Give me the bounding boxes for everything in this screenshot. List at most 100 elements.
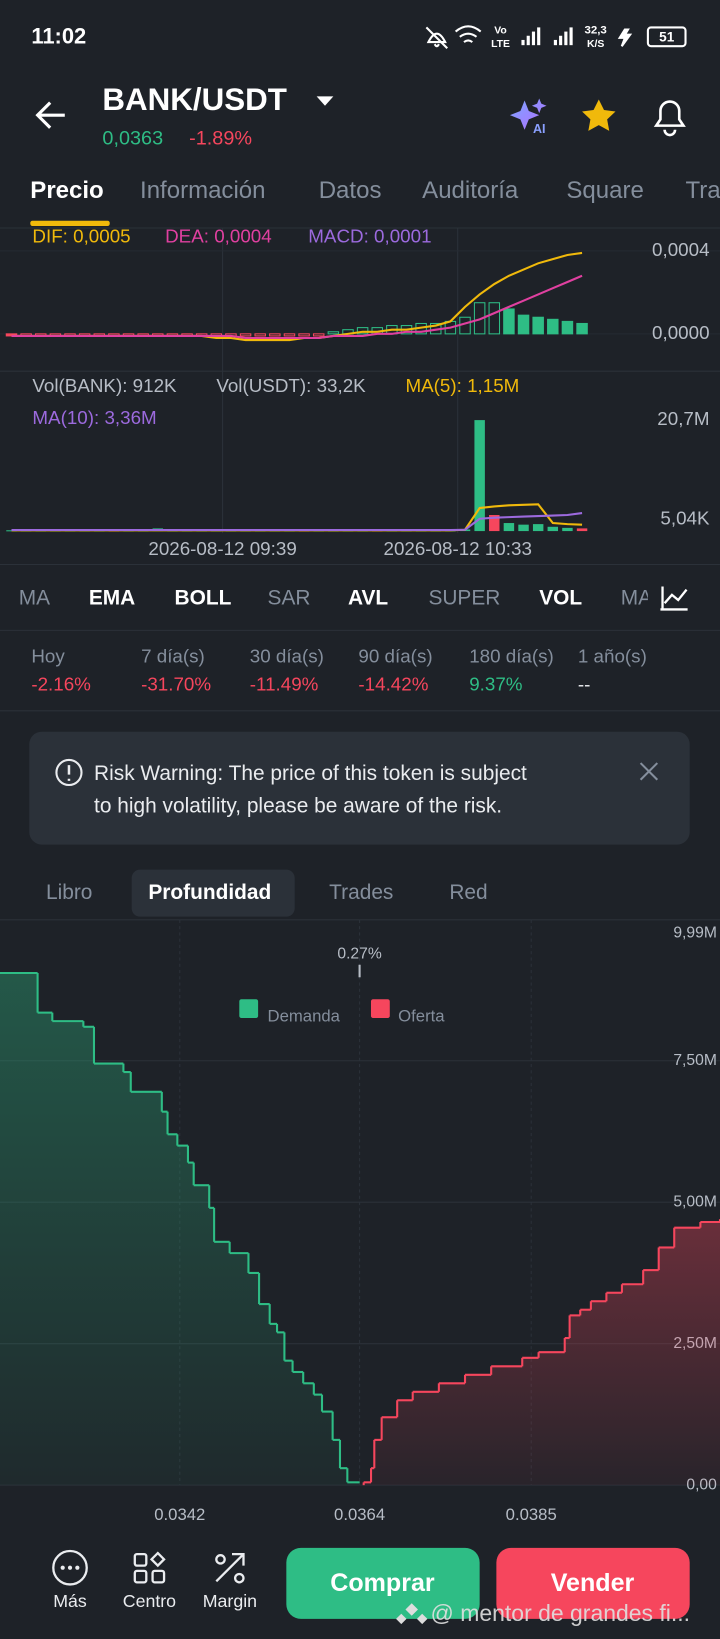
battery-icon (646, 26, 687, 48)
risk-warning-text: to high volatility, please be aware of t… (94, 794, 502, 817)
macd-legend: MACD: 0,0001 (308, 225, 431, 246)
chart-settings-backdrop (647, 577, 720, 624)
tab[interactable]: Información (140, 177, 265, 204)
sell-button[interactable] (496, 1547, 690, 1619)
charging-icon (617, 28, 633, 47)
x-tick-label: 0.0364 (334, 1505, 385, 1524)
chart-settings-icon[interactable] (660, 586, 688, 611)
volume-bar (562, 527, 573, 532)
volume-bar (576, 528, 588, 532)
watermark: @ mentor de grandes fi... (431, 1600, 691, 1626)
depth-tab[interactable]: Red (449, 881, 487, 904)
macd-bar (561, 320, 574, 335)
pair-dropdown[interactable] (316, 96, 334, 106)
tab[interactable]: Precio (30, 177, 103, 204)
bottom-nav-label[interactable]: Centro (123, 1591, 176, 1611)
status-icons (425, 25, 687, 50)
y-tick-label: 5,00M (673, 1193, 717, 1210)
macd-bar (239, 333, 252, 337)
mute-icon (426, 32, 447, 48)
active-tab-indicator (30, 220, 110, 226)
favorite-star[interactable] (582, 99, 616, 131)
volume-legend: Vol(BANK): 912K (32, 375, 177, 396)
risk-warning-box (29, 731, 690, 845)
watermark-logo (396, 1603, 428, 1625)
indicator-tab[interactable]: MA (19, 587, 50, 610)
tab[interactable]: Tra (686, 177, 720, 204)
indicator-tab[interactable]: MA (621, 587, 652, 610)
y-tick-label: 0,0004 (652, 239, 709, 260)
indicator-tab[interactable]: VOL (539, 587, 582, 610)
period-value: -31.70% (141, 674, 211, 695)
more-dots (60, 1565, 80, 1570)
depth-tab[interactable]: Trades (329, 881, 393, 904)
indicator-tab[interactable]: SAR (268, 587, 311, 610)
ai-badge: AI (533, 122, 546, 136)
depth-tab[interactable]: Libro (46, 881, 92, 904)
macd-bar (312, 333, 325, 337)
y-tick-label: 7,50M (673, 1052, 717, 1069)
period-value: -14.42% (358, 674, 428, 695)
buy-button[interactable] (286, 1547, 480, 1619)
more-icon[interactable] (52, 1549, 88, 1586)
period-label: 30 día(s) (250, 645, 324, 666)
legend-swatch (239, 999, 259, 1019)
dea-line (11, 274, 583, 340)
y-tick-label: 20,7M (657, 408, 709, 429)
back-button[interactable] (35, 101, 65, 129)
macd-bar (488, 302, 501, 335)
tab[interactable]: Auditoría (422, 177, 519, 204)
bids-area (0, 973, 360, 1486)
x-tick-label: 0.0342 (154, 1505, 205, 1524)
macd-bar (269, 333, 281, 337)
tab[interactable]: Datos (319, 177, 382, 204)
macd-bar (283, 333, 296, 337)
warning-icon (55, 758, 83, 787)
macd-bar (254, 333, 266, 337)
macd-legend: DIF: 0,0005 (32, 225, 130, 246)
price-change: -1.89% (189, 127, 252, 149)
period-label: Hoy (31, 645, 65, 666)
macd-bar (517, 314, 530, 335)
tab[interactable]: Square (566, 177, 643, 204)
bottom-nav-label[interactable]: Más (53, 1591, 87, 1611)
bottom-nav-label[interactable]: Margin (203, 1591, 257, 1611)
macd-bar (532, 316, 544, 335)
macd-bar (503, 308, 515, 335)
ai-icon[interactable] (509, 98, 547, 130)
sell-label[interactable]: Vender (551, 1569, 635, 1597)
macd-bar (473, 302, 486, 335)
battery-level: 51 (659, 29, 675, 44)
y-tick-label: 5,04K (660, 508, 710, 529)
alert-bell[interactable] (653, 100, 686, 137)
macd-bar (327, 331, 340, 335)
period-value: -11.49% (250, 674, 319, 695)
signal-bars (521, 27, 573, 46)
close-warning[interactable] (639, 762, 659, 781)
indicator-tab[interactable]: SUPER (428, 587, 500, 610)
macd-bar (547, 318, 559, 335)
depth-tab[interactable]: Profundidad (148, 881, 271, 904)
last-price: 0,0363 (102, 127, 163, 149)
period-value: -2.16% (31, 674, 91, 695)
volume-bar (474, 420, 485, 532)
volte: LTE (491, 39, 510, 50)
period-label: 7 día(s) (141, 645, 205, 666)
indicator-tab[interactable]: BOLL (175, 587, 232, 610)
period-label: 180 día(s) (469, 645, 554, 666)
legend-label: Oferta (398, 1006, 445, 1025)
y-tick-label: 0,0000 (652, 322, 709, 343)
wifi-icon (454, 25, 482, 43)
time-label: 2026-08-12 10:33 (383, 538, 531, 559)
pair-name[interactable]: BANK/USDT (102, 82, 286, 117)
center-icon[interactable] (133, 1551, 166, 1584)
clock: 11:02 (31, 24, 86, 49)
indicator-tab[interactable]: EMA (89, 587, 135, 610)
net-speed: 32,3 (584, 25, 606, 37)
margin-icon[interactable] (215, 1552, 245, 1584)
indicator-tab[interactable]: AVL (348, 587, 388, 610)
buy-label[interactable]: Comprar (330, 1569, 435, 1597)
macd-legend: DEA: 0,0004 (165, 225, 272, 246)
x-tick-label: 0.0385 (506, 1505, 557, 1524)
